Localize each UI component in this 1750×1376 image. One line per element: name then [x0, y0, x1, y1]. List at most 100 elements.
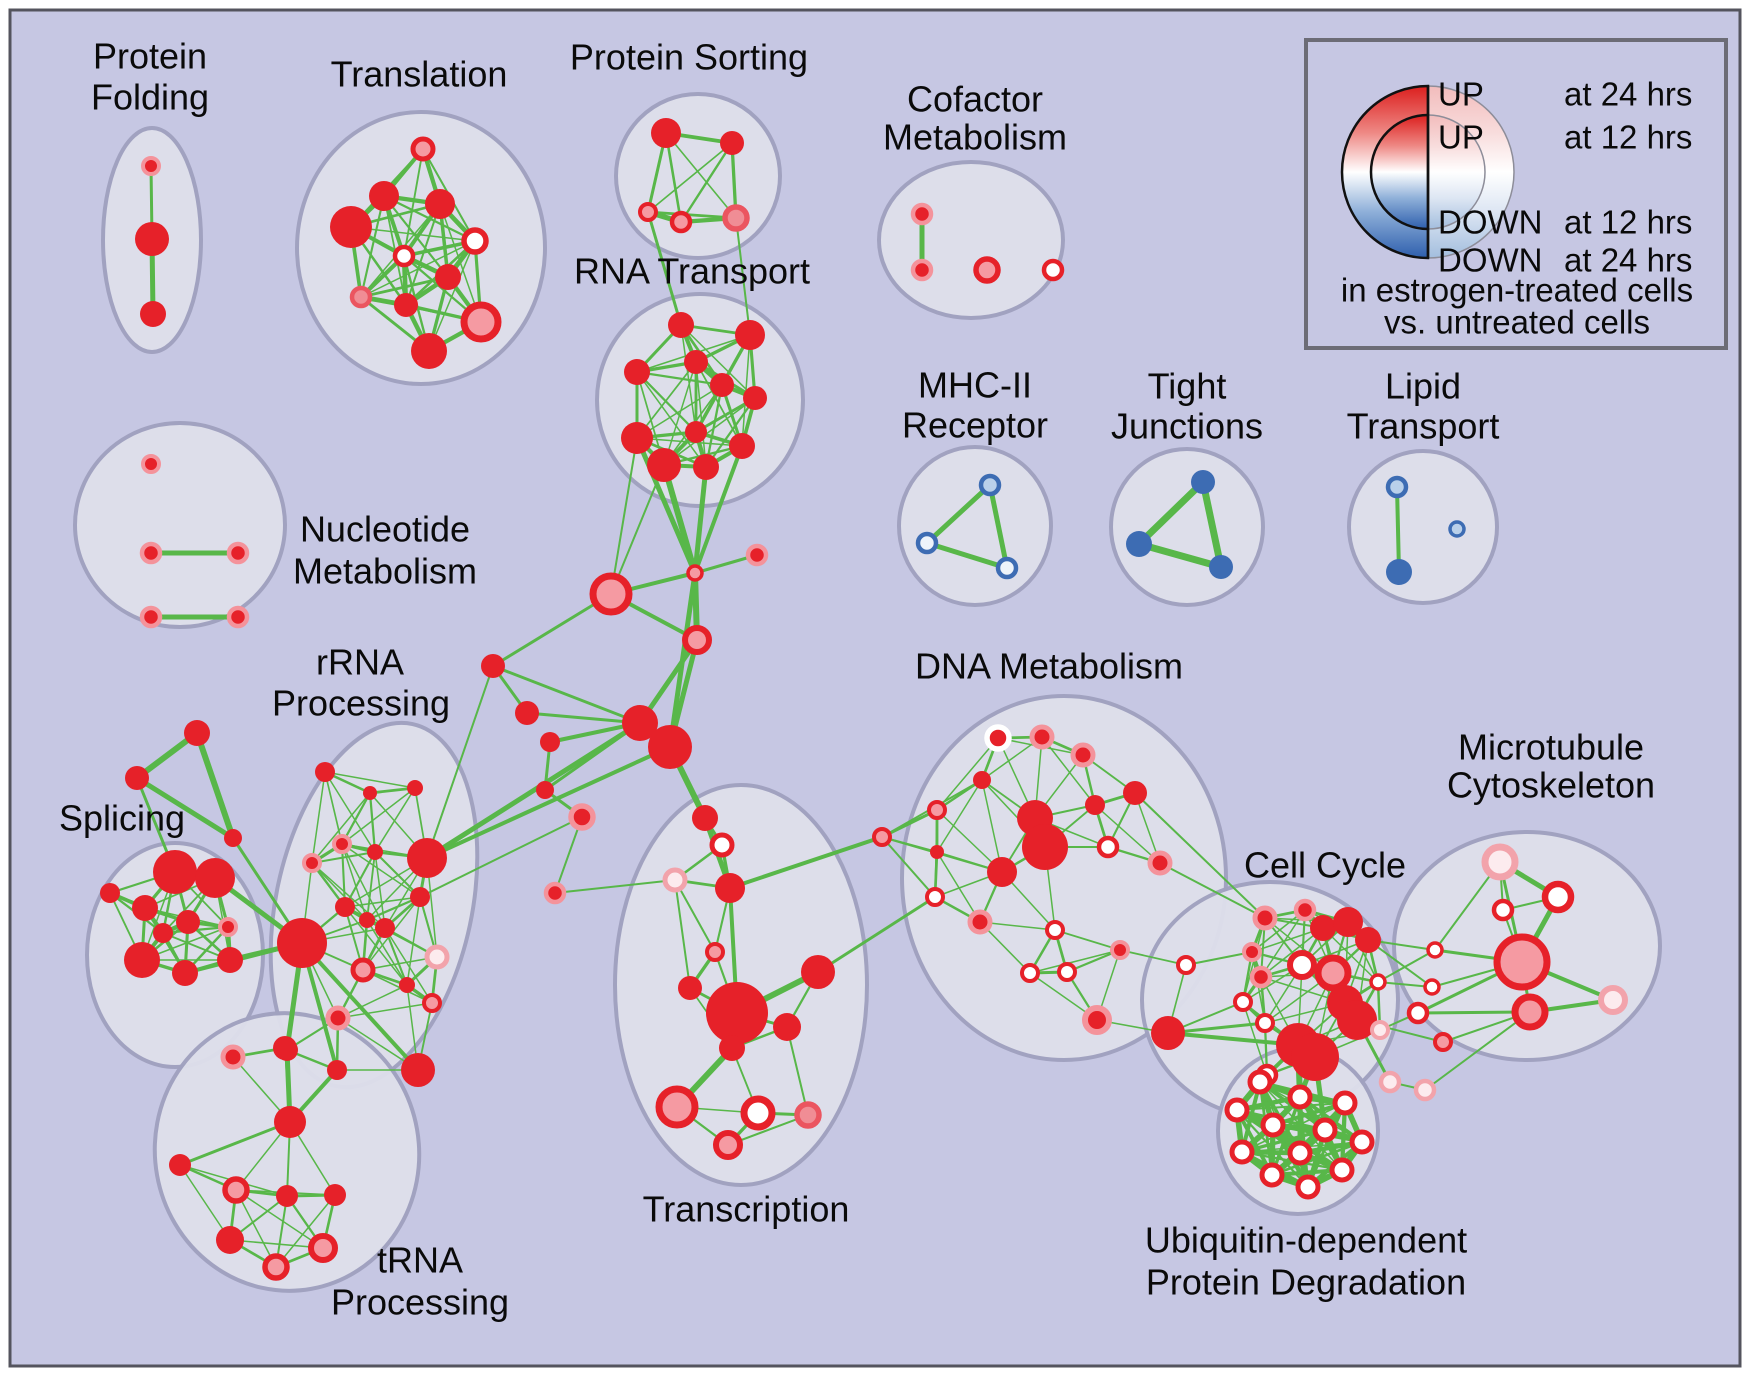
cell-cycle-up-12h-core-node [1252, 905, 1278, 931]
rna-transport-up-strong-node [668, 312, 694, 338]
edge [426, 665, 494, 859]
cluster-label-transcription: Transcription [643, 1189, 850, 1230]
dna-metabolism-up-12h-core-node [1070, 742, 1096, 768]
legend-row-text: DOWN [1438, 242, 1542, 279]
dna-metabolism-up-12h-core-node [1029, 724, 1055, 750]
dna-metabolism-up-strong-node [1085, 795, 1105, 815]
cluster-label-rrna-processing: Processing [272, 683, 450, 724]
edge-rrna-processing [341, 787, 416, 845]
rrna-processing-up-strong-node [277, 918, 327, 968]
cluster-label-cell-cycle: Cell Cycle [1244, 845, 1406, 886]
splicing-up-strong-node [124, 942, 160, 978]
cluster-label-translation: Translation [331, 54, 508, 95]
edge-rna-transport [680, 324, 697, 433]
edge-translation [359, 275, 450, 299]
rna-transport-up-strong-node [710, 373, 734, 397]
edge [1395, 485, 1401, 574]
edge-dna-metabolism [1041, 736, 1096, 806]
protein-sorting-up-mixed-node [669, 210, 693, 234]
rrna-processing-up-strong-node [335, 897, 355, 917]
edge-rrna-processing [368, 791, 377, 854]
cell-cycle-up-24h-only-node [1287, 950, 1317, 980]
edge [525, 711, 642, 725]
bridge-up-strong-node [692, 805, 718, 831]
cluster-label-nucleotide-metabolism: Nucleotide [300, 509, 470, 550]
splicing-up-strong-node [153, 850, 197, 894]
edge [816, 895, 937, 974]
edge [735, 217, 751, 336]
edge-rrna-processing [324, 771, 376, 853]
edge-cell-cycle [1242, 1001, 1268, 1076]
edge [134, 775, 236, 841]
rrna-processing-up-strong-node [399, 977, 415, 993]
rrna-processing-up-strong-node [327, 1060, 347, 1080]
edge-rna-transport [663, 361, 697, 466]
cluster-label-splicing: Splicing [59, 798, 185, 839]
cell-cycle-up-24h-only-node [1233, 992, 1253, 1012]
edge-rrna-processing [311, 792, 371, 864]
protein-folding-up-strong-node [140, 301, 166, 327]
edge-protein-sorting [679, 141, 734, 224]
cluster-ellipse-trna-processing [152, 1011, 422, 1293]
rna-transport-up-strong-node [729, 433, 755, 459]
translation-up-strong-node [411, 333, 447, 369]
dna-metabolism-up-strong-node [930, 845, 944, 859]
bridge-up-mixed-node [1433, 1032, 1453, 1052]
cluster-ellipse-protein-sorting [614, 92, 782, 260]
rrna-processing-up-strong-node [410, 887, 430, 907]
trna-processing-up-strong-node [276, 1185, 298, 1207]
edge-rrna-processing [341, 843, 421, 898]
transcription-up-mixed-node [713, 1130, 743, 1160]
dna-metabolism-up-24h-only-node [1176, 955, 1196, 975]
legend-inner-left-half [1369, 113, 1430, 231]
cell-cycle-up-strong-node [1310, 915, 1336, 941]
edge [425, 745, 672, 860]
edge [924, 540, 1010, 571]
edge [300, 941, 420, 1072]
edge [1135, 478, 1207, 548]
ubiquitin-degradation-up-24h-only-node [1329, 1157, 1355, 1183]
edge [610, 437, 638, 595]
edge [661, 462, 698, 576]
edge-trna-processing [235, 1189, 277, 1268]
cluster-label-tight-junctions: Tight [1148, 366, 1227, 407]
legend-row-text: at 12 hrs [1564, 119, 1692, 156]
dna-metabolism-up-strong-node [1022, 824, 1068, 870]
edge-protein-sorting [647, 142, 733, 213]
lipid-transport-down-mixed-node [1385, 475, 1409, 499]
edge-trna-processing [229, 1239, 324, 1249]
dna-metabolism-up-24h-only-node [925, 887, 945, 907]
edge-rna-transport [636, 437, 743, 447]
cluster-label-tight-junctions: Junctions [1111, 406, 1263, 447]
rna-transport-up-strong-node [684, 350, 708, 374]
bridge-up-mixed-node [686, 564, 704, 582]
bridge-up-faint-node [1413, 1078, 1437, 1102]
edge-dna-metabolism [936, 737, 999, 811]
rrna-processing-up-strong-node [363, 786, 377, 800]
cluster-ellipse-mhc-ii-receptor [897, 445, 1053, 607]
bridge-up-strong-node [184, 720, 210, 746]
dna-metabolism-up-24h-only-node [1045, 920, 1065, 940]
edge [1159, 862, 1266, 919]
cluster-label-ubiquitin-degradation: Ubiquitin-dependent [1145, 1220, 1467, 1261]
trna-processing-up-strong-node [324, 1184, 346, 1206]
cell-cycle-up-24h-only-node [1369, 973, 1387, 991]
dna-metabolism-up-12h-core-node [1147, 850, 1173, 876]
edge [1377, 949, 1436, 983]
transcription-up-mixed-node [655, 1085, 699, 1129]
cluster-label-cofactor-metabolism: Metabolism [883, 117, 1067, 158]
dna-metabolism-up-24h-only-node [1096, 835, 1120, 859]
bridge-up-strong-node [540, 732, 560, 752]
mhc-ii-receptor-down-mixed-node [978, 473, 1002, 497]
legend-row-text: at 24 hrs [1564, 76, 1692, 113]
edge-translation [403, 148, 424, 257]
rna-transport-up-strong-node [685, 421, 707, 443]
edge [491, 592, 613, 668]
edge-translation [359, 194, 386, 299]
edge [881, 836, 936, 898]
rna-transport-up-strong-node [624, 359, 650, 385]
edge-cell-cycle [1260, 909, 1306, 978]
cluster-label-mhc-ii-receptor: MHC-II [918, 365, 1032, 406]
bridge-up-mixed-node [589, 572, 633, 616]
bridge-up-strong-node [648, 725, 692, 769]
